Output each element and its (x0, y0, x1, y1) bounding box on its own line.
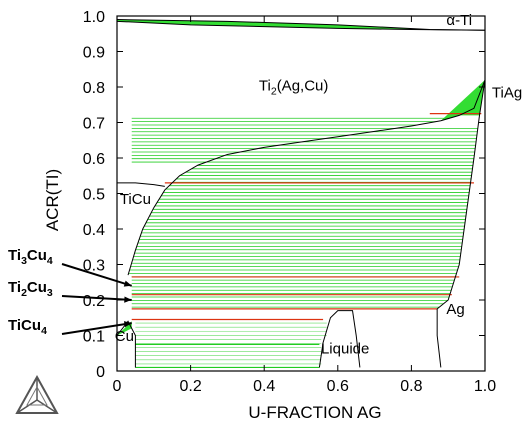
phase-boundary (127, 79, 486, 276)
y-axis-label: ACR(TI) (43, 169, 62, 231)
tie-lines (128, 113, 482, 369)
x-tick-label: 0.2 (179, 378, 201, 395)
y-tick-label: 0.3 (83, 258, 105, 275)
annotations: Ti3Cu4 Ti2Cu3 TiCu4 (8, 247, 133, 337)
plot-frame (116, 15, 486, 372)
phase-label: Cu (115, 328, 134, 345)
y-tick-label: 0.5 (83, 187, 105, 204)
phase-boundary (436, 308, 442, 368)
phase-boundary (116, 320, 136, 368)
x-tick-label: 1.0 (474, 378, 496, 395)
y-tick-label: 0.9 (83, 45, 105, 62)
phase-label: Liquide (321, 340, 369, 357)
x-tick-label: 0.6 (327, 378, 349, 395)
phase-label: TiCu (120, 191, 151, 208)
y-tick-label: 0.4 (83, 222, 105, 239)
annotation-arrowhead (123, 321, 132, 328)
phase-label: Ti2(Ag,Cu) (259, 78, 328, 98)
x-tick-label: 0.4 (253, 378, 275, 395)
x-tick-label: 0 (113, 378, 122, 395)
y-tick-label: 0.7 (83, 116, 105, 133)
annotation-arrow (61, 295, 132, 301)
two-phase-fills (117, 19, 485, 336)
tiag-corner-fill (440, 79, 485, 121)
phase-label: Ag (446, 301, 464, 318)
y-axis-ticks: 0 0.1 0.2 0.3 0.4 0.5 0.6 0.7 0.8 0.9 1.0 (83, 9, 485, 381)
cu-corner-fill (117, 321, 132, 336)
phase-boundaries (116, 19, 486, 368)
x-axis-ticks: 0 0.2 0.4 0.6 0.8 1.0 (113, 16, 496, 395)
logo-triangle-icon (15, 374, 59, 414)
annotation-arrowhead (124, 296, 132, 303)
y-tick-label: 1.0 (83, 9, 105, 26)
phase-boundary (436, 79, 486, 310)
x-axis-label: U-FRACTION AG (248, 403, 381, 422)
annotation-label: Ti3Cu4 (8, 247, 53, 267)
phase-label: TiAg (492, 85, 522, 102)
y-tick-label: 0.6 (83, 151, 105, 168)
annotation-label: TiCu4 (8, 317, 47, 337)
y-tick-label: 0.8 (83, 80, 105, 97)
phase-labels: α-Ti Ti2(Ag,Cu) TiAg TiCu Ag Liquide Cu (115, 12, 522, 357)
y-tick-label: 0 (96, 364, 105, 381)
phase-boundary (116, 20, 486, 31)
alpha-ti-lens-fill (117, 19, 485, 31)
y-tick-label: 0.2 (83, 293, 105, 310)
phase-label: α-Ti (446, 12, 472, 29)
y-tick-label: 0.1 (83, 329, 105, 346)
phase-boundary (318, 310, 361, 368)
phase-boundary (117, 182, 165, 187)
x-tick-label: 0.8 (400, 378, 422, 395)
annotation-arrow (61, 263, 133, 287)
annotation-arrow (61, 322, 132, 335)
annotation-label: Ti2Cu3 (8, 279, 53, 299)
annotation-arrowhead (123, 280, 132, 287)
